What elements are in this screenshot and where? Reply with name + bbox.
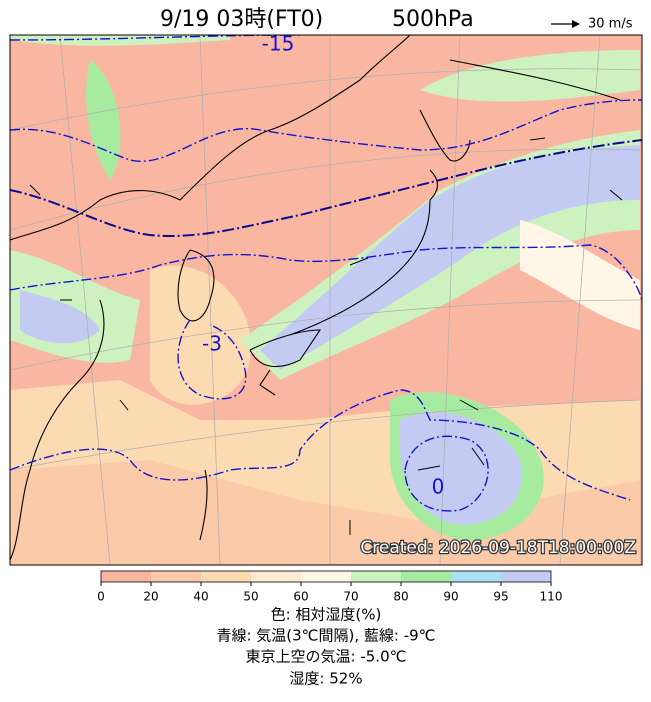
colorbar-tick-label: 70 xyxy=(343,590,358,604)
isotherm xyxy=(10,99,642,162)
colorbar-tick-label: 110 xyxy=(540,590,563,604)
contour-label: 0 xyxy=(432,475,445,499)
wind-arrow xyxy=(609,189,623,201)
colorbar-segment xyxy=(451,571,501,582)
humidity-field xyxy=(20,290,100,344)
colorbar-segment xyxy=(351,571,401,582)
isotherm xyxy=(177,319,247,400)
scale-arrow-head xyxy=(572,20,580,28)
wind-arrow xyxy=(349,257,369,266)
humidity-field xyxy=(150,265,252,405)
colorbar-segment xyxy=(251,571,301,582)
vector-scale: 30 m/s xyxy=(551,17,633,32)
wind-arrow xyxy=(459,399,479,411)
colorbar-tick-label: 80 xyxy=(393,590,408,604)
colorbar-tick-label: 50 xyxy=(243,590,258,604)
map: -15 -3 0 xyxy=(10,32,642,565)
wind-arrow xyxy=(471,447,485,466)
isotherm xyxy=(404,435,489,512)
wind-arrow xyxy=(119,399,129,411)
colorbar-segment xyxy=(401,571,451,582)
title-level: 500hPa xyxy=(392,7,474,32)
contour-label: -15 xyxy=(262,32,295,56)
caption: 湿度: 52% xyxy=(289,670,362,688)
colorbar-frame xyxy=(100,570,552,583)
wind-arrow xyxy=(529,137,546,141)
colorbar-tick-label: 0 xyxy=(97,590,105,604)
map-frame xyxy=(9,34,643,566)
colorbar-tick-label: 90 xyxy=(443,590,458,604)
colorbar-tick-label: 95 xyxy=(493,590,508,604)
colorbar-segment xyxy=(301,571,351,582)
humidity-field xyxy=(400,412,522,525)
wind-arrow xyxy=(29,184,41,196)
wind-arrow xyxy=(417,465,441,471)
colorbar-segment xyxy=(501,571,551,582)
humidity-field xyxy=(86,60,121,180)
isotherm xyxy=(10,244,642,301)
colorbar-tick-label: 20 xyxy=(143,590,158,604)
colorbar-segment xyxy=(201,571,251,582)
coastline xyxy=(10,35,621,561)
isotherm-9 xyxy=(10,139,642,237)
wind-vectors xyxy=(29,137,623,535)
created-stamp: Created: 2026-09-18T18:00:00Z xyxy=(360,538,636,558)
colorbar: 0 20 40 50 60 70 80 90 95 110 xyxy=(97,570,563,604)
scale-label: 30 m/s xyxy=(588,17,633,32)
title-time: 9/19 03時(FT0) xyxy=(160,7,323,32)
isotherm xyxy=(10,389,631,501)
humidity-field xyxy=(260,145,640,370)
caption: 色: 相対湿度(%) xyxy=(271,606,382,624)
colorbar-segment xyxy=(151,571,201,582)
caption: 東京上空の気温: -5.0℃ xyxy=(246,648,407,666)
caption: 青線: 気温(3℃間隔), 藍線: -9℃ xyxy=(216,627,435,645)
colorbar-tick-label: 60 xyxy=(293,590,308,604)
colorbar-tick-label: 40 xyxy=(193,590,208,604)
colorbar-segment xyxy=(101,571,151,582)
contour-label: -3 xyxy=(202,332,222,356)
